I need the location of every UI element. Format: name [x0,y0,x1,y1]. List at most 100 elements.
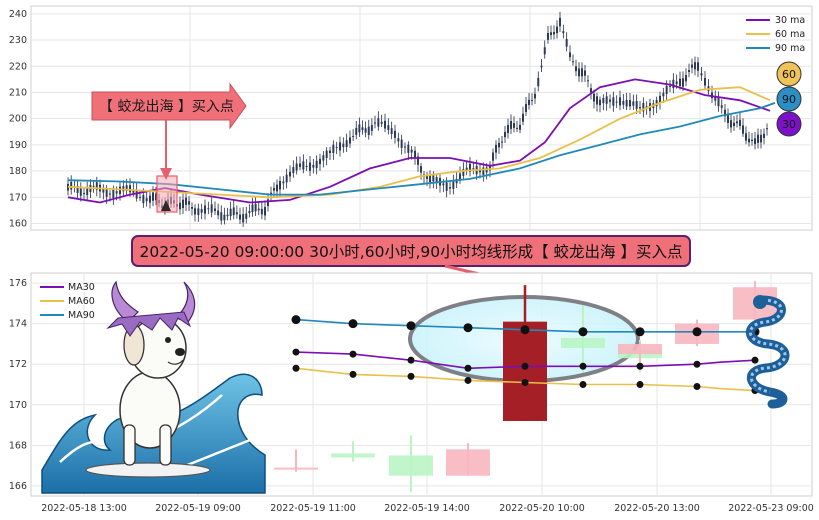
top-candle-body [435,177,438,182]
top-candle-body [629,100,631,107]
top-candle-body [504,131,506,138]
top-candle-body [129,185,131,193]
top-candle-body [367,126,370,135]
top-candle-body [315,160,318,169]
top-candle-body [235,212,238,215]
dragon-crest [106,311,192,337]
ma-point-ma60 [349,370,357,378]
top-candle-body [200,209,203,213]
top-y-tick: 220 [9,61,27,72]
badge-60-circle [776,61,802,87]
top-candle-body [685,74,687,82]
top-candle-body [79,188,82,196]
top-candle-body [547,33,549,40]
top-candle-body [149,195,151,203]
top-candle-body [112,189,115,198]
top-candle-body [553,32,555,35]
ma-point-ma90 [578,327,588,337]
top-candle-body [220,212,223,221]
top-candle-body [92,185,95,187]
top-candle-body [565,39,568,47]
top-candle-body [605,96,608,104]
top-candle-body [349,137,351,144]
ma-point-ma30 [579,362,587,370]
top-candle-body [325,150,328,159]
candle-body [561,337,605,349]
top-candle-body [639,107,641,109]
top-candle-body [191,206,193,209]
bottom-y-tick: 172 [9,359,27,370]
top-candle-body [498,142,500,148]
top-candle-body [335,146,338,148]
top-candle-body [550,32,552,36]
top-candle-body [179,202,181,210]
top-candle-body [766,128,768,130]
ma-point-ma60 [464,376,472,384]
top-candle-body [125,185,128,191]
callout-text: 【 蛟龙出海 】买入点 [99,99,234,115]
banner-text: 2022-05-20 09:00:00 30小时,60小时,90小时均线形成【 … [140,243,683,261]
top-candle-body [615,101,618,103]
top-candle-body [355,127,358,135]
top-candle-body [462,169,465,176]
top-candle-body [155,193,157,201]
top-candle-body [590,88,592,93]
top-y-tick: 240 [9,9,27,20]
top-candle-body [745,133,747,141]
top-candle-body [612,97,615,106]
top-y-tick: 230 [9,35,27,46]
badge-30: 30 [782,118,796,131]
top-candle-body [587,80,589,82]
top-candle-body [342,143,345,148]
ma-point-ma30 [464,364,472,372]
bottom-y-axis: 166 168 170 172 174 176 [9,278,27,492]
top-candle-body [482,167,485,175]
top-candle-body [452,181,455,189]
top-candle-body [465,167,468,172]
legend-60ma: 60 ma [775,29,805,40]
top-candle-body [185,197,187,205]
buy-point-triangle-icon [161,200,171,211]
top-candle-body [540,65,543,68]
top-candle-body [472,168,475,170]
top-candle-body [432,175,435,182]
bottom-x-tick: 2022-05-20 10:00 [499,503,585,514]
ma-point-ma60 [521,378,529,386]
dog-leg-right [159,424,172,466]
top-candle-body [299,163,301,167]
ma-point-ma30 [751,356,759,364]
badge-30-circle [776,111,802,137]
ma-point-ma60 [636,381,644,388]
ma-point-ma60 [579,381,587,388]
top-candle-body [139,197,141,199]
top-candle-body [429,175,431,182]
top-candle-body [513,123,515,128]
top-candle-body [115,191,118,194]
ma-line-ma60 [295,367,756,392]
surfboard [85,462,211,478]
top-candle-body [394,130,396,138]
bottom-y-tick: 166 [9,481,27,492]
badge-90: 90 [782,93,796,106]
top-candle-body [282,181,285,184]
top-legend: 30 ma 60 ma 90 ma [746,15,805,54]
top-candle-body [572,61,574,63]
ma-point-ma30 [693,360,701,368]
top-candle-body [239,214,241,220]
top-candle-body [522,113,524,122]
top-candle-body [142,194,145,204]
top-candle-body [302,161,305,170]
top-candle-body [197,208,200,216]
top-candle-body [264,207,266,216]
top-candle-body [730,120,732,128]
top-candle-body [339,142,341,151]
top-candle-body [495,144,497,153]
top-candle-body [260,208,263,215]
top-candle-body [704,77,706,86]
top-candle-body [659,95,661,103]
top-candle-body [210,204,213,213]
top-candle-body [361,127,364,131]
top-candle-body [609,99,611,102]
top-ma60-line [67,86,771,199]
